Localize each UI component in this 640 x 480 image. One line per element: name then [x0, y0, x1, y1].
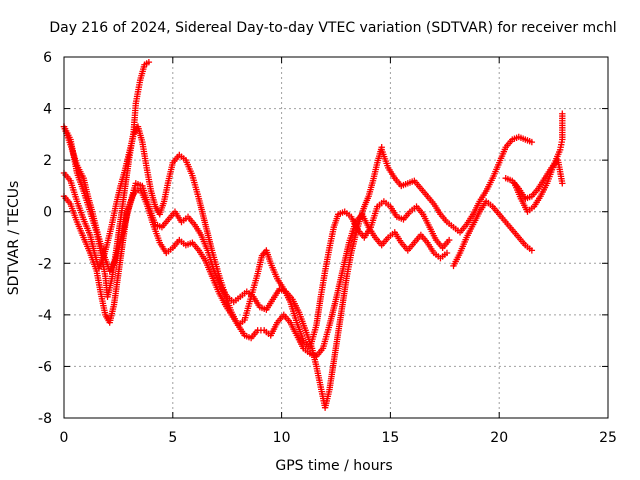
data-point [559, 110, 566, 117]
x-tick-label: 25 [599, 430, 617, 446]
x-tick-label: 10 [273, 430, 291, 446]
y-tick-label: 4 [43, 102, 52, 118]
data-marks [60, 58, 566, 411]
y-tick-label: -8 [38, 411, 52, 427]
data-point [445, 236, 453, 244]
chart-title: Day 216 of 2024, Sidereal Day-to-day VTE… [49, 20, 616, 36]
x-tick-label: 20 [490, 430, 508, 446]
y-axis-label: SDTVAR / TECUs [6, 181, 22, 296]
grid [64, 57, 608, 418]
x-tick-label: 5 [168, 430, 177, 446]
data-point [528, 247, 536, 254]
y-tick-label: -2 [38, 256, 52, 272]
y-tick-label: 0 [43, 205, 52, 221]
y-tick-label: 2 [43, 153, 52, 169]
plot-frame [63, 56, 609, 419]
data-point [559, 180, 566, 187]
ticks: 0 5 10 15 20 25 -8 -6 -4 -2 0 2 4 6 [38, 50, 617, 446]
y-tick-label: -6 [38, 359, 52, 375]
x-axis-label: GPS time / hours [275, 458, 392, 474]
y-tick-label: -4 [38, 308, 52, 324]
data-point [443, 249, 451, 257]
data-point [145, 58, 153, 66]
y-tick-label: 6 [43, 50, 52, 66]
data-point [528, 138, 536, 146]
x-tick-label: 15 [381, 430, 399, 446]
x-tick-label: 0 [60, 430, 69, 446]
